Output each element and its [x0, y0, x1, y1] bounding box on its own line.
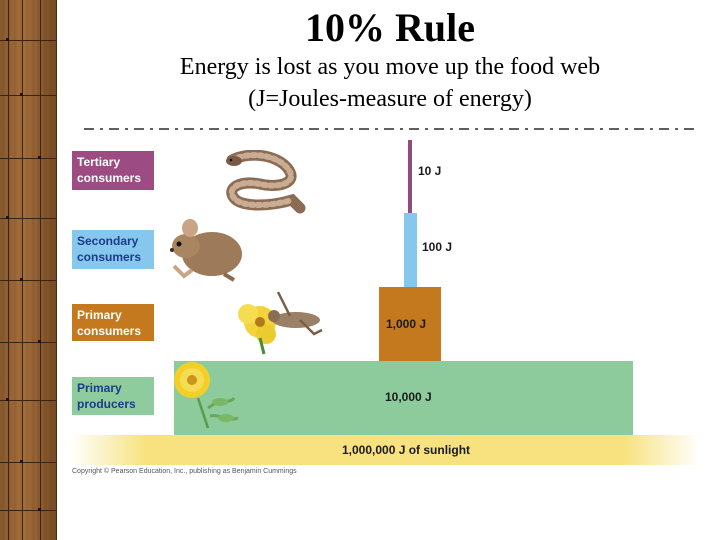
energy-bar-producers	[174, 361, 633, 435]
strip-line	[0, 95, 56, 96]
strip-dot	[38, 508, 41, 511]
energy-value-primary-consumers: 1,000 J	[386, 317, 427, 331]
level-label-line1: Secondary	[77, 234, 139, 248]
copyright-note: Copyright © Pearson Education, Inc., pub…	[72, 468, 297, 475]
level-label-primary-producers: Primary producers	[72, 377, 154, 415]
strip-line	[0, 40, 56, 41]
strip-dot	[6, 38, 9, 41]
mouse-icon	[170, 219, 242, 282]
slide-title: 10% Rule	[305, 5, 475, 50]
level-label-line2: producers	[77, 397, 136, 411]
level-label-primary-consumers: Primary consumers	[72, 304, 154, 341]
strip-dot	[6, 398, 9, 401]
energy-value-tertiary: 10 J	[418, 164, 442, 178]
energy-value-sunlight: 1,000,000 J of sunlight	[342, 443, 471, 457]
level-label-tertiary-consumers: Tertiary consumers	[72, 151, 154, 190]
strip-line	[0, 280, 56, 281]
strip-line	[8, 0, 9, 540]
energy-bar-primary-consumers	[379, 287, 441, 361]
energy-value-secondary: 100 J	[422, 240, 453, 254]
strip-line	[40, 0, 41, 540]
strip-dot	[20, 460, 23, 463]
strip-line	[0, 158, 56, 159]
strip-dot	[20, 278, 23, 281]
energy-bar-secondary-consumers	[404, 213, 417, 287]
level-label-line1: Primary	[77, 308, 122, 322]
level-label-secondary-consumers: Secondary consumers	[72, 230, 154, 269]
level-label-line2: consumers	[77, 250, 142, 264]
strip-line	[0, 510, 56, 511]
energy-value-producers: 10,000 J	[385, 390, 432, 404]
strip-dot	[38, 340, 41, 343]
level-label-line2: consumers	[77, 324, 142, 338]
slide-subtitle-line1: Energy is lost as you move up the food w…	[179, 54, 601, 80]
level-label-line2: consumers	[77, 171, 142, 185]
flower-icon	[174, 362, 239, 429]
strip-line	[0, 400, 56, 401]
strip-line	[0, 218, 56, 219]
strip-line	[0, 342, 56, 343]
level-label-line1: Primary	[77, 381, 122, 395]
strip-dot	[38, 156, 41, 159]
slide-subtitle-line2: (J=Joules-measure of energy)	[248, 86, 532, 112]
strip-line	[22, 0, 23, 540]
snake-icon	[226, 150, 306, 214]
dash-dot-divider	[84, 128, 696, 130]
energy-bar-tertiary-consumers	[408, 140, 412, 213]
strip-dot	[6, 216, 9, 219]
strip-dot	[20, 93, 23, 96]
grasshopper-icon	[238, 291, 323, 355]
sunlight-bar	[70, 435, 700, 465]
level-label-line1: Tertiary	[77, 155, 121, 169]
strip-line	[0, 462, 56, 463]
decorative-wood-strip	[0, 0, 57, 540]
